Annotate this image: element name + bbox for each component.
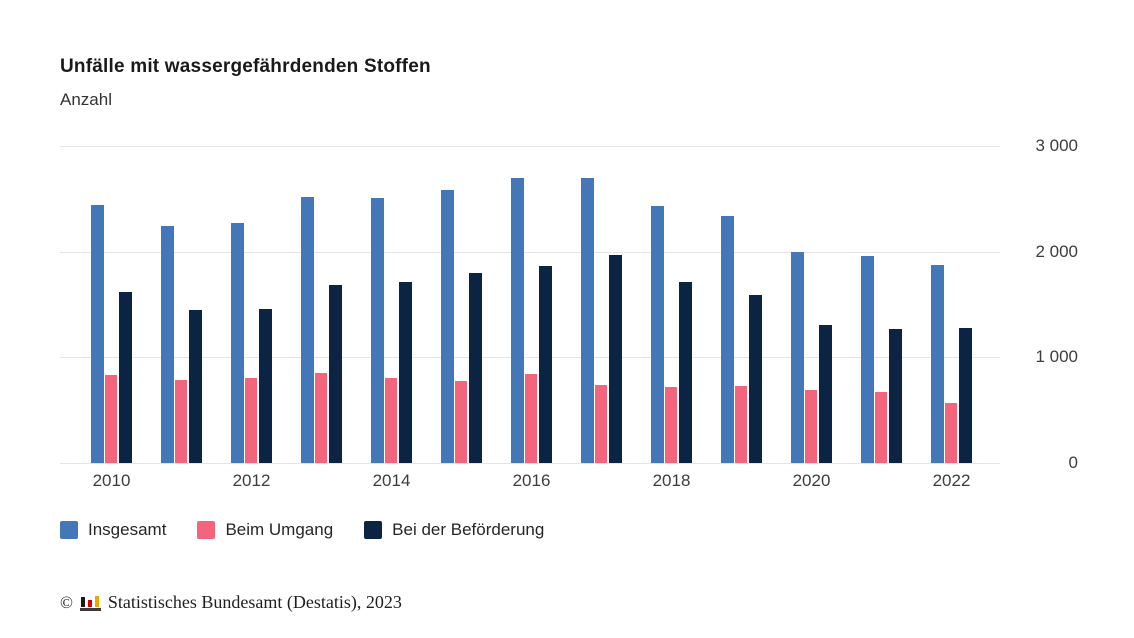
y-tick-label-1000: 1 000 bbox=[1035, 347, 1078, 367]
bar-bei-der-bef-rderung-2018[interactable] bbox=[679, 282, 692, 463]
bar-beim-umgang-2014[interactable] bbox=[385, 378, 397, 463]
x-tick-label-2022: 2022 bbox=[932, 471, 971, 490]
x-tick-label-2014: 2014 bbox=[372, 471, 411, 490]
legend-label-beim-umgang: Beim Umgang bbox=[225, 520, 334, 539]
bar-beim-umgang-2020[interactable] bbox=[805, 390, 817, 463]
source-text: Statistisches Bundesamt (Destatis), 2023 bbox=[107, 592, 402, 612]
bar-bei-der-bef-rderung-2014[interactable] bbox=[399, 282, 412, 463]
bar-beim-umgang-2021[interactable] bbox=[875, 392, 887, 463]
bar-beim-umgang-2012[interactable] bbox=[245, 378, 257, 463]
bar-insgesamt-2012[interactable] bbox=[231, 223, 244, 463]
legend-item-insgesamt[interactable]: Insgesamt bbox=[60, 520, 166, 540]
bar-insgesamt-2015[interactable] bbox=[441, 190, 454, 463]
gridline-2000 bbox=[60, 251, 1000, 253]
chart-unit-label: Anzahl bbox=[60, 90, 112, 109]
copyright-symbol: © bbox=[60, 592, 73, 612]
x-axis: 2010 2012 2014 2016 2018 2020 2022 bbox=[60, 471, 1000, 495]
y-tick-label-0: 0 bbox=[1068, 453, 1078, 472]
bar-beim-umgang-2016[interactable] bbox=[525, 374, 537, 463]
bar-insgesamt-2017[interactable] bbox=[581, 178, 594, 463]
bar-beim-umgang-2018[interactable] bbox=[665, 387, 677, 463]
bar-insgesamt-2021[interactable] bbox=[861, 256, 874, 463]
bar-bei-der-bef-rderung-2021[interactable] bbox=[889, 329, 902, 463]
gridline-1000 bbox=[60, 357, 1000, 359]
destatis-bar-chart-logo-icon bbox=[79, 594, 101, 612]
bar-beim-umgang-2015[interactable] bbox=[455, 381, 467, 463]
bar-bei-der-bef-rderung-2020[interactable] bbox=[819, 325, 832, 463]
bar-beim-umgang-2010[interactable] bbox=[105, 375, 117, 463]
bar-insgesamt-2022[interactable] bbox=[931, 265, 944, 463]
plot-area bbox=[60, 146, 1000, 464]
bar-bei-der-bef-rderung-2013[interactable] bbox=[329, 285, 342, 463]
bar-insgesamt-2019[interactable] bbox=[721, 216, 734, 463]
legend-swatch-befoerderung-icon bbox=[364, 521, 383, 539]
y-axis: 3 000 2 000 1 000 0 bbox=[1005, 0, 1078, 638]
page-title: Unfälle mit wassergefährdenden Stoffen bbox=[60, 56, 431, 77]
legend-swatch-beim-umgang-icon bbox=[197, 521, 216, 539]
bar-beim-umgang-2022[interactable] bbox=[945, 403, 957, 463]
bar-insgesamt-2010[interactable] bbox=[91, 205, 104, 463]
chart-legend: Insgesamt Beim Umgang Bei der Beförderun… bbox=[60, 520, 544, 540]
bar-bei-der-bef-rderung-2010[interactable] bbox=[119, 292, 132, 463]
y-tick-label-3000: 3 000 bbox=[1035, 136, 1078, 155]
bar-bei-der-bef-rderung-2019[interactable] bbox=[749, 295, 762, 463]
bar-beim-umgang-2019[interactable] bbox=[735, 386, 747, 463]
legend-item-befoerderung[interactable]: Bei der Beförderung bbox=[364, 520, 544, 540]
legend-swatch-insgesamt-icon bbox=[60, 521, 78, 539]
bar-insgesamt-2011[interactable] bbox=[161, 226, 174, 463]
bar-insgesamt-2020[interactable] bbox=[791, 252, 804, 463]
bar-insgesamt-2013[interactable] bbox=[301, 197, 314, 463]
bar-insgesamt-2016[interactable] bbox=[511, 178, 524, 463]
gridline-0 bbox=[60, 463, 1000, 464]
x-tick-label-2012: 2012 bbox=[232, 471, 271, 490]
x-tick-label-2018: 2018 bbox=[652, 471, 691, 490]
bar-insgesamt-2018[interactable] bbox=[651, 206, 664, 463]
legend-label-insgesamt: Insgesamt bbox=[88, 520, 167, 539]
legend-item-beim-umgang[interactable]: Beim Umgang bbox=[197, 520, 333, 540]
source-attribution: © Statistisches Bundesamt (Destatis), 20… bbox=[60, 592, 402, 613]
bar-bei-der-bef-rderung-2016[interactable] bbox=[539, 266, 552, 463]
y-tick-label-2000: 2 000 bbox=[1035, 241, 1078, 261]
bar-beim-umgang-2011[interactable] bbox=[175, 380, 187, 463]
bar-bei-der-bef-rderung-2011[interactable] bbox=[189, 310, 202, 463]
legend-label-befoerderung: Bei der Beförderung bbox=[392, 520, 545, 539]
bar-beim-umgang-2013[interactable] bbox=[315, 373, 327, 463]
bar-bei-der-bef-rderung-2012[interactable] bbox=[259, 309, 272, 463]
bar-bei-der-bef-rderung-2015[interactable] bbox=[469, 273, 482, 463]
x-tick-label-2020: 2020 bbox=[792, 471, 831, 490]
x-tick-label-2016: 2016 bbox=[512, 471, 551, 490]
bar-insgesamt-2014[interactable] bbox=[371, 198, 384, 463]
bar-beim-umgang-2017[interactable] bbox=[595, 385, 607, 463]
gridline-3000 bbox=[60, 146, 1000, 147]
x-tick-label-2010: 2010 bbox=[92, 471, 131, 490]
bar-bei-der-bef-rderung-2022[interactable] bbox=[959, 328, 972, 463]
bar-bei-der-bef-rderung-2017[interactable] bbox=[609, 255, 622, 463]
